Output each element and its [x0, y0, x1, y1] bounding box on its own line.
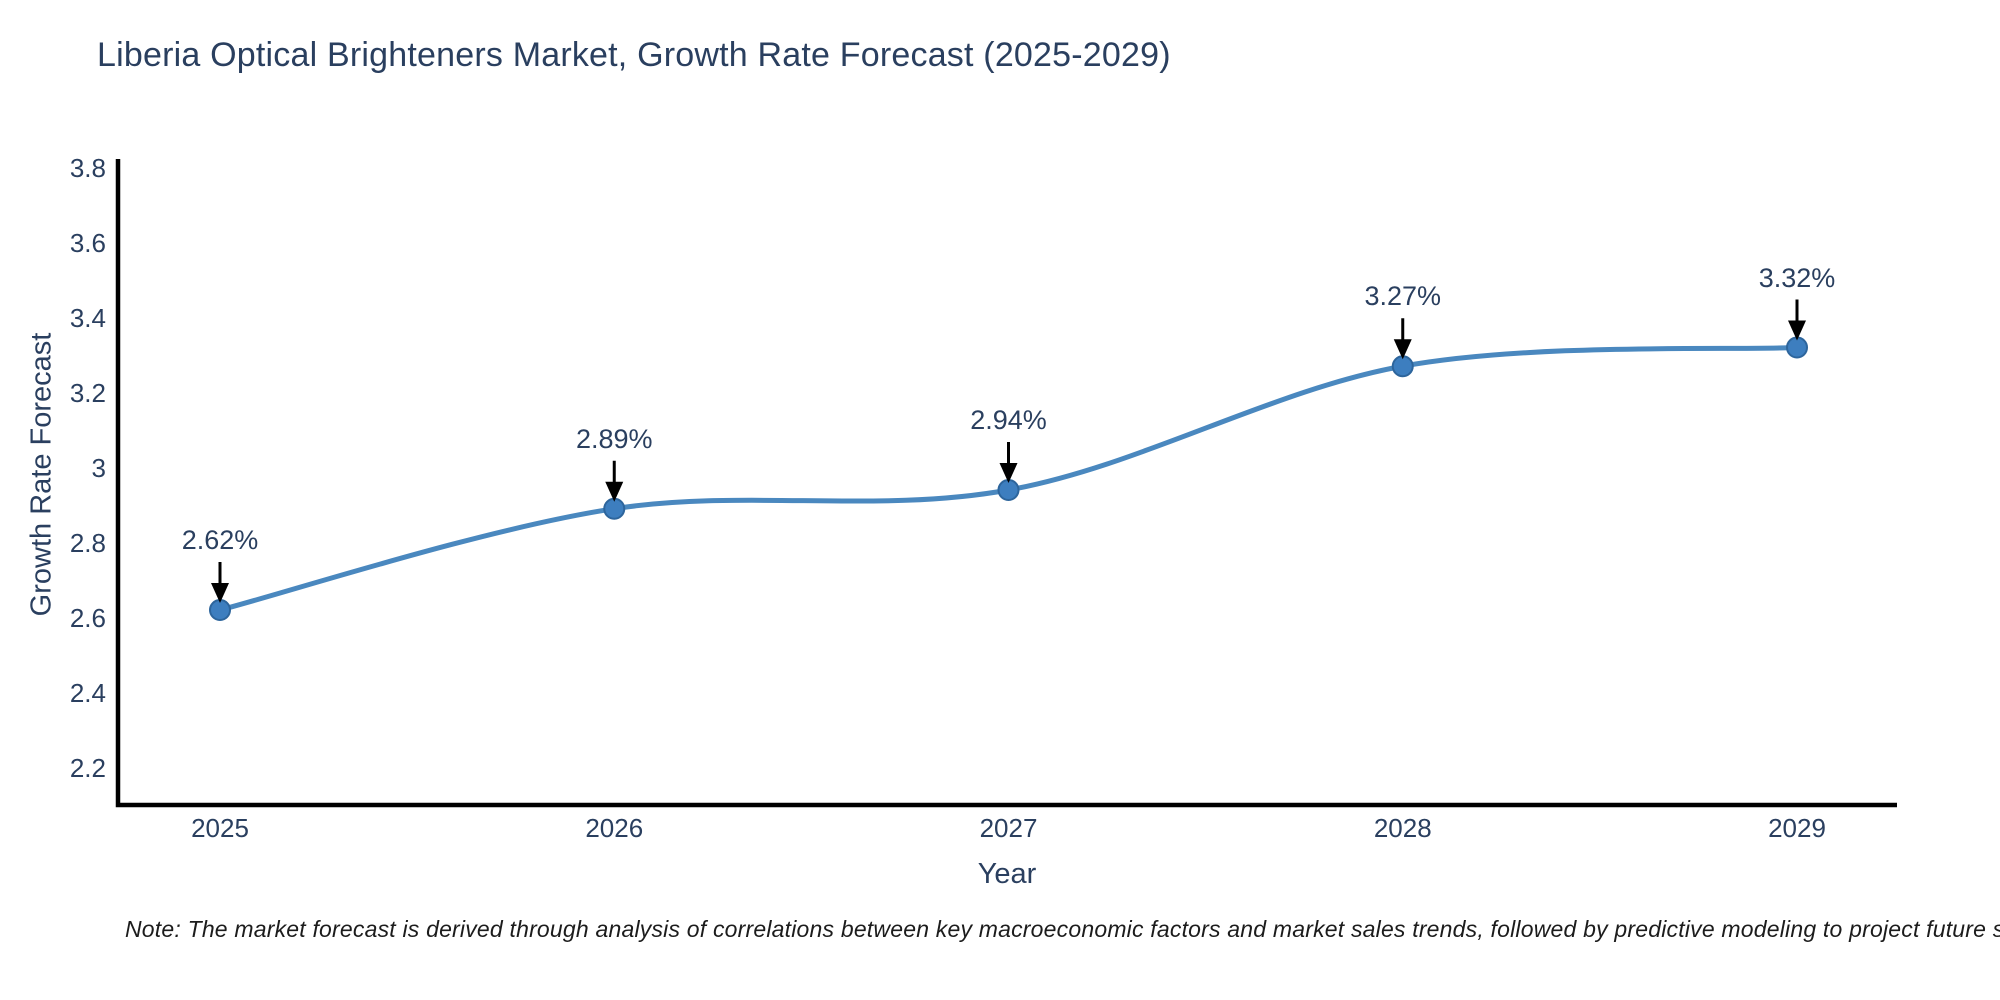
- annotation-arrow-head: [1393, 339, 1412, 360]
- y-tick-label: 3.2: [69, 377, 106, 408]
- data-point-label: 2.89%: [575, 423, 653, 454]
- y-tick-label: 3.8: [69, 152, 106, 183]
- annotation-arrow-head: [999, 463, 1018, 483]
- y-tick-label: 3.6: [69, 227, 106, 258]
- y-tick-label: 3.4: [69, 302, 106, 333]
- x-tick-label: 2027: [979, 813, 1038, 843]
- x-tick-label: 2028: [1373, 813, 1432, 843]
- axis-lines: [115, 159, 1897, 808]
- y-tick-label: 3: [91, 452, 106, 483]
- y-tick-label: 2.8: [69, 527, 106, 558]
- data-point-label: 3.32%: [1758, 262, 1836, 293]
- footnote: Note: The market forecast is derived thr…: [125, 916, 2000, 942]
- data-point-label: 2.62%: [181, 525, 259, 555]
- annotation-arrow-head: [1788, 320, 1806, 341]
- annotation-arrow-head: [211, 583, 229, 603]
- data-point-label: 2.94%: [970, 405, 1047, 435]
- y-tick-label: 2.6: [69, 602, 106, 633]
- y-tick-label: 2.4: [69, 677, 106, 708]
- chart-title: Liberia Optical Brighteners Market, Grow…: [97, 36, 1171, 74]
- annotation-arrow-head: [605, 481, 624, 502]
- x-tick-label: 2026: [585, 813, 644, 843]
- data-point-label: 3.27%: [1364, 281, 1442, 312]
- y-tick-label: 2.2: [69, 752, 106, 783]
- x-tick-label: 2029: [1768, 813, 1826, 843]
- x-tick-label: 2025: [191, 813, 249, 843]
- x-axis-title: Year: [977, 858, 1037, 890]
